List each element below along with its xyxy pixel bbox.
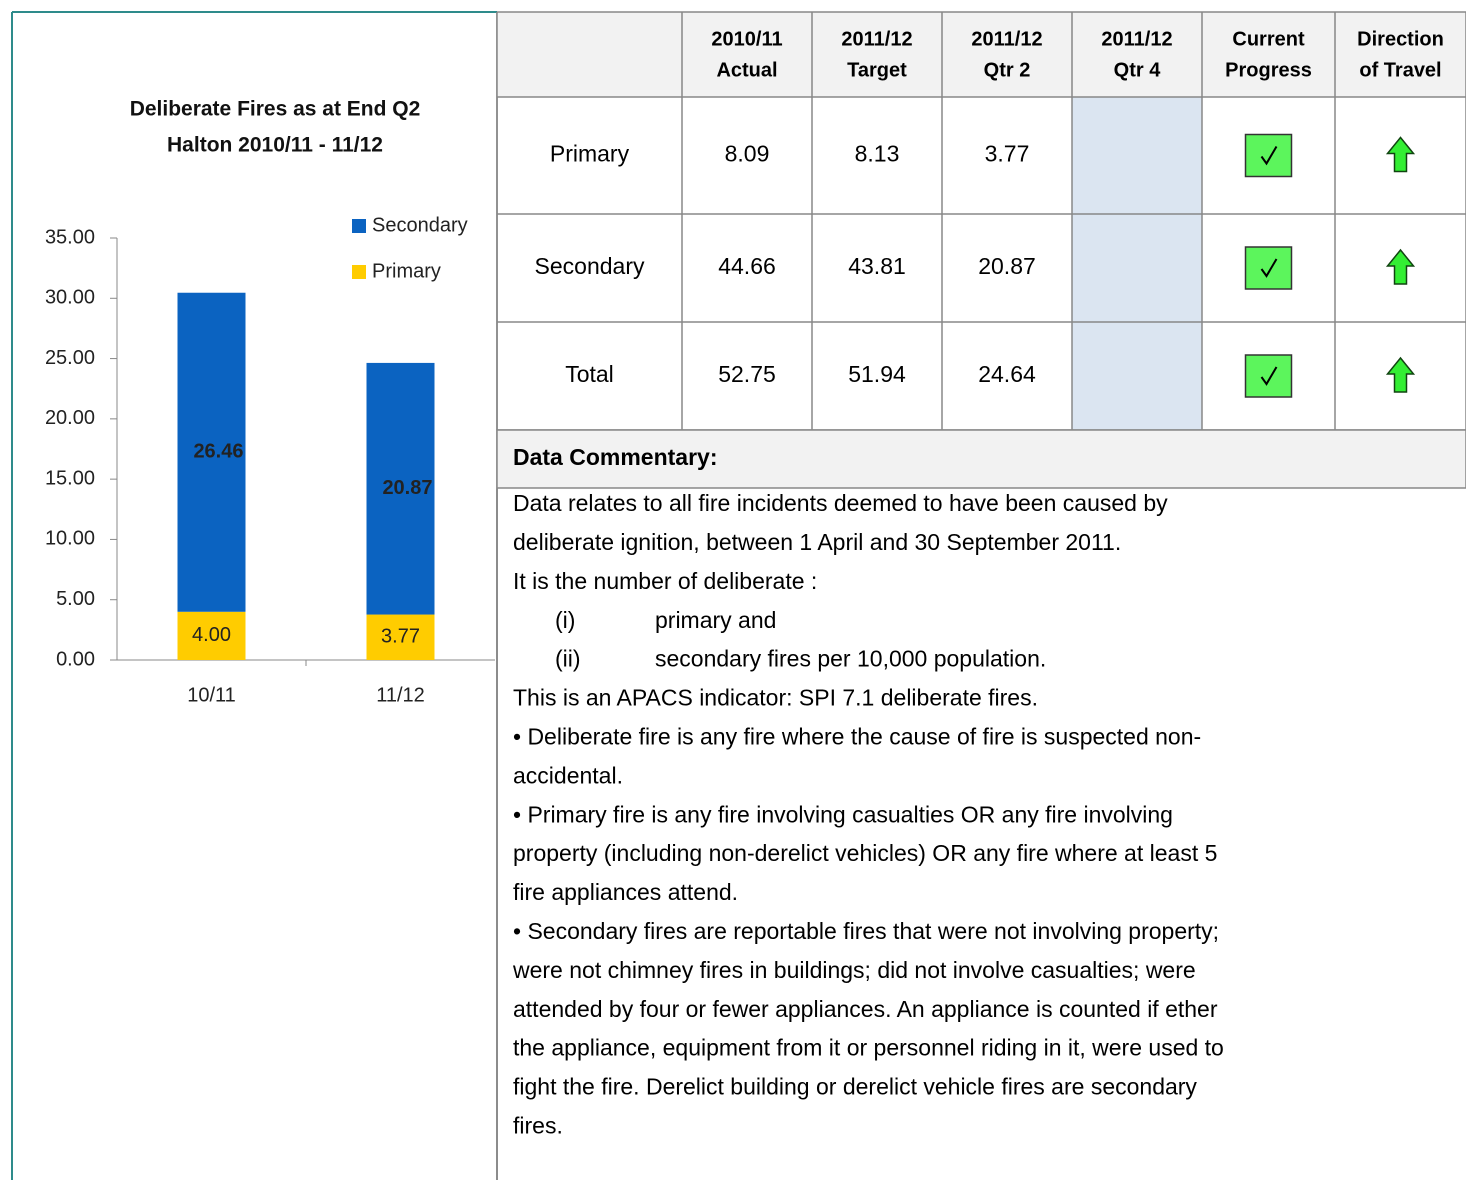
bar-segment (366, 614, 435, 660)
y-tick-label: 10.00 (45, 528, 95, 550)
y-tick-label: 25.00 (45, 347, 95, 369)
progress-icon (1244, 354, 1293, 398)
y-tick-label: 0.00 (56, 648, 95, 670)
commentary-line: fire appliances attend. (513, 879, 738, 905)
list-marker: (ii) (555, 646, 581, 672)
column-header: 2011/12 (1101, 28, 1172, 50)
commentary-line: It is the number of deliberate : (513, 568, 817, 594)
data-label: 26.46 (193, 441, 243, 463)
column-header: 2010/11 (711, 28, 782, 50)
commentary-line: • Secondary fires are reportable fires t… (513, 918, 1219, 944)
direction-arrow (1385, 136, 1416, 173)
commentary-line: This is an APACS indicator: SPI 7.1 deli… (513, 685, 1038, 711)
progress-check (1260, 145, 1278, 166)
commentary-header-bg (496, 429, 1466, 489)
y-tick-label: 35.00 (45, 226, 95, 248)
table-cell: 44.66 (718, 253, 776, 279)
y-tick-label: 5.00 (56, 588, 95, 610)
list-text: secondary fires per 10,000 population. (655, 646, 1046, 672)
column-header: of Travel (1359, 59, 1441, 81)
legend-swatch (352, 265, 366, 279)
progress-icon (1244, 133, 1293, 178)
bar-segment (177, 611, 246, 660)
commentary-line: • Deliberate fire is any fire where the … (513, 723, 1201, 749)
commentary-line: Data relates to all fire incidents deeme… (513, 490, 1168, 516)
x-tick-label: 11/12 (376, 684, 425, 706)
table-cell: 52.75 (718, 361, 776, 387)
legend-label: Primary (372, 260, 441, 282)
commentary-line: fight the fire. Derelict building or der… (513, 1074, 1197, 1100)
x-tick-label: 10/11 (187, 684, 236, 706)
y-tick-label: 30.00 (45, 287, 95, 309)
direction-arrow (1385, 248, 1416, 285)
row-label: Primary (550, 141, 630, 167)
table-cell: 51.94 (848, 361, 906, 387)
commentary-line: property (including non-derelict vehicle… (513, 840, 1217, 866)
legend-label: Secondary (372, 214, 468, 236)
column-header: Progress (1225, 59, 1312, 81)
commentary-line: • Primary fire is any fire involving cas… (513, 801, 1173, 827)
commentary-line: fires. (513, 1112, 563, 1138)
column-header: Qtr 4 (1114, 59, 1162, 81)
column-header: Actual (716, 59, 777, 81)
table-cell: 8.09 (725, 141, 770, 167)
y-tick-label: 20.00 (45, 407, 95, 429)
progress-check (1260, 366, 1278, 386)
list-text: primary and (655, 607, 776, 633)
bar-segment (177, 292, 246, 612)
progress-check (1260, 258, 1278, 278)
commentary-line: attended by four or fewer appliances. An… (513, 996, 1218, 1022)
table-cell: 8.13 (855, 141, 900, 167)
progress-icon (1244, 246, 1293, 290)
list-marker: (i) (555, 607, 575, 633)
column-header: Current (1232, 28, 1305, 50)
header-bg (497, 12, 1466, 97)
data-label: 20.87 (382, 477, 432, 499)
table-cell: 20.87 (978, 253, 1036, 279)
qtr4-fill (1072, 97, 1202, 430)
chart-title: Halton 2010/11 - 11/12 (167, 134, 383, 157)
y-tick-label: 15.00 (45, 467, 95, 489)
column-header: 2011/12 (971, 28, 1042, 50)
commentary-title: Data Commentary: (513, 444, 718, 470)
legend-swatch (352, 219, 366, 233)
commentary-line: accidental. (513, 762, 623, 788)
direction-arrow (1385, 356, 1416, 393)
column-header: Target (847, 59, 907, 81)
commentary-line: were not chimney fires in buildings; did… (512, 957, 1196, 983)
data-label: 4.00 (192, 624, 231, 646)
row-label: Secondary (535, 253, 645, 279)
column-header: Qtr 2 (984, 59, 1031, 81)
chart-title: Deliberate Fires as at End Q2 (130, 98, 421, 121)
table-cell: 24.64 (978, 361, 1036, 387)
commentary-line: deliberate ignition, between 1 April and… (513, 529, 1121, 555)
data-label: 3.77 (381, 626, 420, 648)
row-label: Total (565, 361, 614, 387)
column-header: Direction (1357, 28, 1444, 50)
table-cell: 3.77 (985, 141, 1030, 167)
bar-segment (366, 362, 435, 615)
table-cell: 43.81 (848, 253, 906, 279)
column-header: 2011/12 (841, 28, 912, 50)
commentary-line: the appliance, equipment from it or pers… (513, 1035, 1224, 1061)
